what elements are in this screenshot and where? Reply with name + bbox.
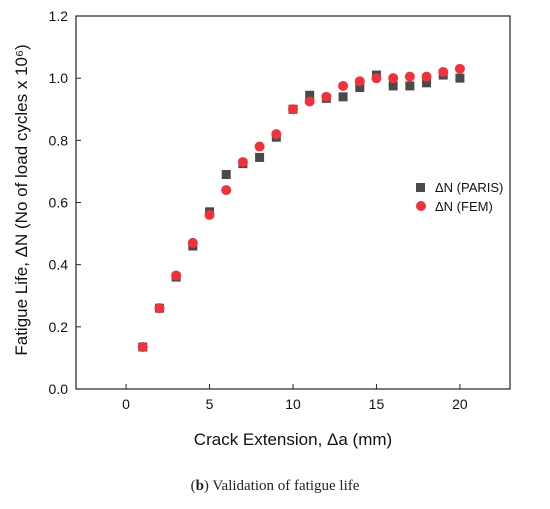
x-tick-label: 15 bbox=[369, 396, 385, 412]
caption-text: ) Validation of fatigue life bbox=[203, 478, 360, 494]
paris-point bbox=[338, 92, 348, 102]
x-tick-label: 10 bbox=[285, 396, 301, 412]
fem-point bbox=[338, 80, 349, 91]
fem-point bbox=[221, 185, 232, 196]
x-axis-label: Crack Extension, Δa (mm) bbox=[194, 430, 392, 449]
legend-entry-paris: ΔN (PARIS) bbox=[416, 180, 503, 195]
paris-point bbox=[422, 78, 432, 88]
fem-point bbox=[204, 209, 215, 220]
paris-point bbox=[388, 81, 398, 91]
fem-point bbox=[288, 104, 298, 115]
fem-point bbox=[421, 71, 432, 82]
y-tick-label: 0.2 bbox=[49, 319, 69, 335]
fem-point bbox=[388, 73, 399, 84]
fem-point bbox=[404, 71, 415, 82]
fem-point bbox=[154, 303, 165, 314]
legend-label-fem: ΔN (FEM) bbox=[435, 199, 493, 214]
y-tick-label: 0.6 bbox=[49, 195, 69, 211]
fem-point bbox=[304, 96, 315, 107]
fem-point bbox=[171, 270, 182, 281]
fem-point bbox=[354, 76, 365, 87]
caption-tag: b bbox=[195, 478, 204, 494]
x-tick-label: 0 bbox=[122, 396, 130, 412]
data-points bbox=[137, 63, 465, 353]
paris-point bbox=[255, 152, 265, 162]
fem-point bbox=[371, 73, 382, 84]
x-tick-label: 20 bbox=[452, 396, 468, 412]
legend-marker-circle bbox=[416, 201, 426, 211]
legend-label-paris: ΔN (PARIS) bbox=[435, 180, 503, 195]
y-tick-label: 0.4 bbox=[49, 257, 69, 273]
fem-point bbox=[321, 91, 332, 102]
fem-point bbox=[438, 66, 449, 77]
fem-point bbox=[237, 157, 248, 168]
paris-point bbox=[405, 81, 415, 91]
paris-point bbox=[455, 73, 465, 83]
figure-caption: (b) Validation of fatigue life bbox=[190, 478, 360, 494]
legend: ΔN (PARIS) ΔN (FEM) bbox=[416, 180, 503, 214]
axis-ticks bbox=[76, 15, 461, 390]
fem-point bbox=[137, 342, 148, 353]
legend-entry-fem: ΔN (FEM) bbox=[416, 199, 493, 214]
fem-point bbox=[187, 237, 198, 248]
y-tick-label: 1.0 bbox=[49, 70, 69, 86]
y-tick-label: 0.8 bbox=[49, 132, 69, 148]
paris-point bbox=[355, 82, 365, 92]
tick-labels: 0 5 10 15 20 0.0 0.2 0.4 0.6 0.8 1.0 1.2 bbox=[49, 8, 468, 412]
fem-point bbox=[271, 129, 282, 140]
y-tick-label: 1.2 bbox=[49, 8, 69, 24]
legend-marker-square bbox=[416, 183, 425, 192]
fem-point bbox=[254, 141, 265, 152]
y-axis-label: Fatigue Life, ΔN (No of load cycles x 10… bbox=[12, 44, 31, 355]
paris-point bbox=[221, 170, 231, 180]
y-tick-label: 0.0 bbox=[49, 381, 69, 397]
fatigue-life-chart: 0 5 10 15 20 0.0 0.2 0.4 0.6 0.8 1.0 1.2 Crack Exte… bbox=[12, 8, 511, 449]
fem-point bbox=[454, 63, 465, 74]
paris-point bbox=[305, 90, 315, 100]
x-tick-label: 5 bbox=[206, 396, 214, 412]
